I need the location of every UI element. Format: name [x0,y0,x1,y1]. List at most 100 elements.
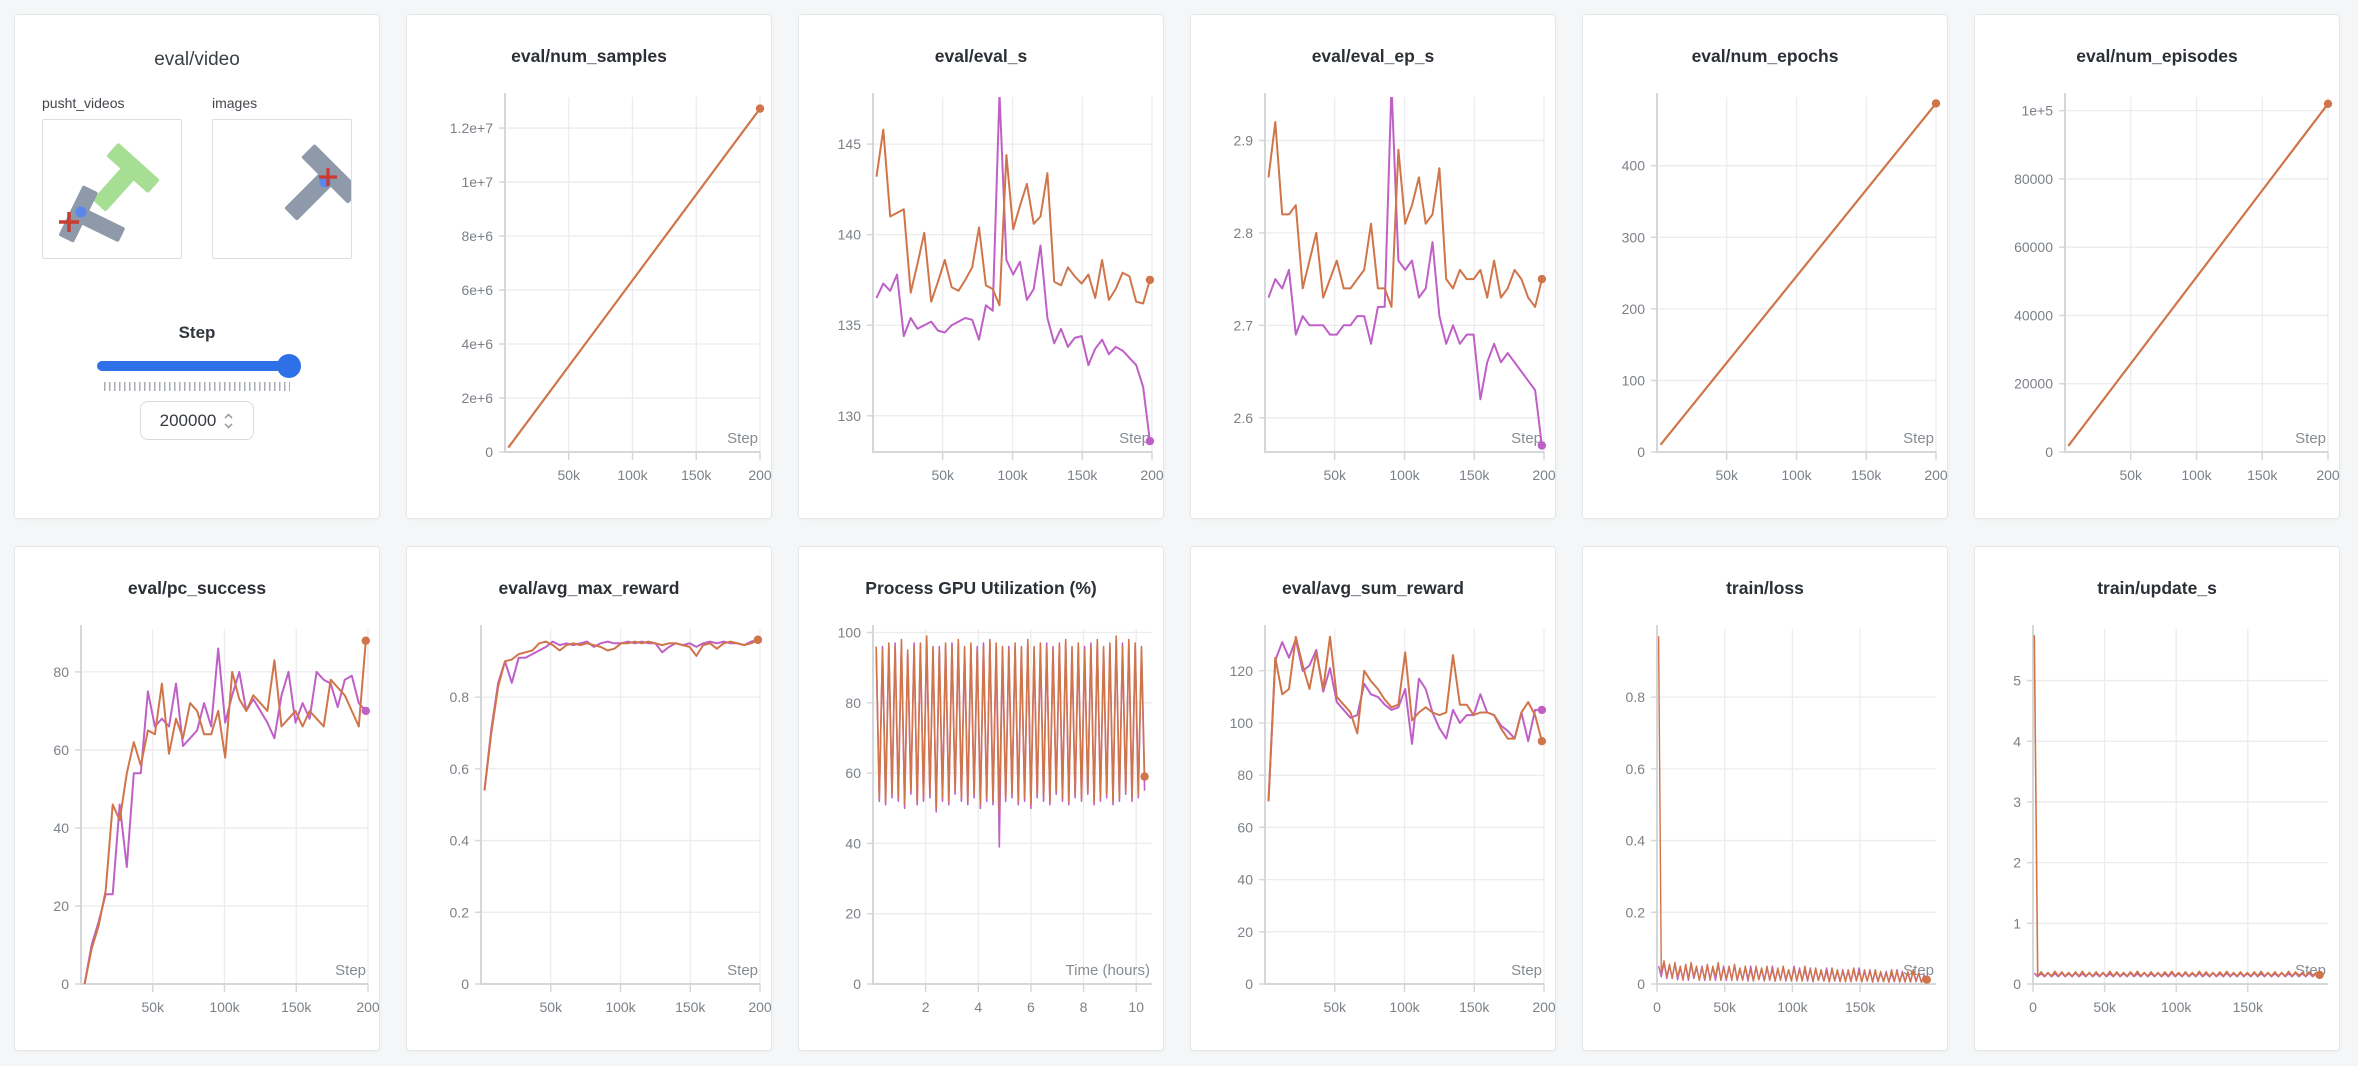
x-tick-label: 8 [1080,999,1088,1015]
y-tick-label: 4e+6 [461,336,493,352]
chart-eval-avg-sum-reward[interactable]: 0 20 40 60 80 100 120 50k 100k 150k 200 Step [1191,599,1557,1052]
x-tick-label: 150k [675,999,706,1015]
media-label-images: images [212,95,258,111]
series-end-dot-run-orange [1537,274,1547,284]
chart-eval-avg-max-reward[interactable]: 0 0.2 0.4 0.6 0.8 50k 100k 150k 200 Step [407,599,773,1052]
chart-eval-num-epochs[interactable]: 0 100 200 300 400 50k 100k 150k 200 Step [1583,67,1949,520]
series-end-dot-run-orange [1140,772,1149,781]
y-tick-label: 2e+6 [461,390,493,406]
y-tick-label: 20 [53,898,69,914]
axis-label: Step [727,962,758,979]
x-tick-label: 50k [1713,999,1737,1015]
y-tick-label: 80 [845,695,861,711]
y-tick-label: 0.8 [1626,689,1646,705]
series-run-orange [1659,102,1937,446]
x-tick-label: 50k [557,467,581,483]
chart-eval-eval-s[interactable]: 130 135 140 145 50k 100k 150k 200 Step [799,67,1165,520]
panel-eval-video: eval/video pusht_videos [14,14,380,519]
x-tick-label: 150k [2233,999,2264,1015]
x-tick-label: 200 [356,999,380,1015]
x-tick-label: 100k [1781,467,1812,483]
y-tick-label: 135 [838,317,862,333]
x-tick-label: 10 [1128,999,1144,1015]
series-end-dot-run-orange [755,104,765,113]
y-tick-label: 20 [1237,924,1253,940]
media-item-images: images [212,95,352,259]
series-run-purple [483,638,759,791]
x-tick-label: 150k [681,467,712,483]
y-tick-label: 2.9 [1234,132,1254,148]
target-cross-icon [59,212,79,232]
step-slider-track[interactable] [97,361,297,371]
panel-eval-eval-ep-s: eval/eval_ep_s 2.6 2.7 2.8 2.9 50k 100k 150k 20… [1190,14,1556,519]
y-tick-label: 0.6 [1626,761,1646,777]
y-tick-label: 2.8 [1234,225,1254,241]
chart-eval-num-episodes[interactable]: 0 20000 40000 60000 80000 1e+5 50k 100k 150k 200 S… [1975,67,2341,520]
step-input[interactable]: 200000 [140,401,254,440]
y-tick-label: 60 [53,742,69,758]
x-tick-label: 4 [974,999,982,1015]
y-tick-label: 0.8 [450,689,470,705]
step-input-stepper[interactable] [223,412,234,430]
y-tick-label: 8e+6 [461,228,493,244]
y-tick-label: 0 [2045,444,2053,460]
x-tick-label: 50k [1715,467,1739,483]
step-slider[interactable] [97,353,301,379]
step-input-value[interactable]: 200000 [159,410,217,430]
series-run-orange [1267,635,1543,802]
x-tick-label: 200 [748,999,772,1015]
y-tick-label: 0 [1637,976,1645,992]
y-tick-label: 0 [1245,976,1253,992]
x-tick-label: 50k [141,999,165,1015]
y-tick-label: 130 [838,408,862,424]
chart-process-gpu-utilization[interactable]: 0 20 40 60 80 100 2 4 6 8 10 Time (hours) [799,599,1165,1052]
series-end-dot-run-purple [1537,441,1547,450]
y-tick-label: 40 [845,835,861,851]
y-tick-label: 40 [1237,872,1253,888]
series-end-dot-run-orange [753,635,763,644]
media-label-pusht-videos: pusht_videos [42,95,125,111]
y-tick-label: 60 [1237,819,1253,835]
chart-eval-pc-success[interactable]: 0 20 40 60 80 50k 100k 150k 200 Step [15,599,381,1052]
y-tick-label: 100 [1622,372,1646,388]
chart-title: eval/eval_s [934,46,1028,66]
x-tick-label: 200 [1924,467,1948,483]
stepper-arrows-icon [224,412,233,429]
chart-eval-eval-ep-s[interactable]: 2.6 2.7 2.8 2.9 50k 100k 150k 200 Step [1191,67,1557,520]
chart-train-loss[interactable]: 0 0.2 0.4 0.6 0.8 0 50k 100k 150k Step [1583,599,1949,1052]
series-run-orange [1267,121,1543,308]
gray-t-block [284,144,351,221]
x-tick-label: 100k [2181,467,2212,483]
axis-label: Step [1511,962,1542,979]
x-tick-label: 200 [1532,467,1556,483]
x-tick-label: 100k [605,999,636,1015]
x-tick-label: 100k [997,467,1028,483]
x-tick-label: 50k [1323,999,1347,1015]
step-slider-thumb[interactable] [277,354,301,378]
images-frame [284,144,351,221]
x-tick-label: 50k [1323,467,1347,483]
series-run-orange [83,640,367,985]
panel-train-loss: train/loss 0 0.2 0.4 0.6 0.8 0 50k 100k 150k Step [1582,546,1948,1051]
agent-dot [75,206,87,218]
y-tick-label: 60 [845,765,861,781]
series-end-dot-run-orange [2323,99,2333,108]
x-tick-label: 2 [922,999,930,1015]
y-tick-label: 100 [838,625,862,641]
y-tick-label: 0 [461,976,469,992]
series-end-dot-run-purple [1537,705,1547,715]
panel-train-update-s: train/update_s 0 1 2 3 4 5 0 50k 100k 150k Step [1974,546,2340,1051]
chart-eval-num-samples[interactable]: 0 2e+6 4e+6 6e+6 8e+6 1e+7 1.2e+7 50k 100k 150k 20… [407,67,773,520]
x-tick-label: 150k [2247,467,2278,483]
y-tick-label: 3 [2013,794,2021,810]
chart-title: eval/avg_max_reward [498,578,680,598]
y-tick-label: 0.4 [450,833,470,849]
x-tick-label: 50k [931,467,955,483]
pusht-video-thumbnail[interactable] [42,119,182,259]
images-thumbnail[interactable] [212,119,352,259]
series-end-dot-run-orange [2315,970,2324,980]
step-slider-tickmarks [104,382,290,391]
y-tick-label: 80000 [2014,171,2053,187]
series-end-dot-run-orange [1145,275,1155,285]
